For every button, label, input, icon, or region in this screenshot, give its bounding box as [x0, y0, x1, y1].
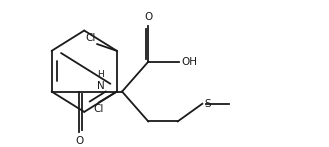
Text: H: H — [97, 70, 104, 79]
Text: O: O — [144, 12, 152, 22]
Text: OH: OH — [181, 57, 197, 67]
Text: Cl: Cl — [85, 33, 95, 43]
Text: N: N — [97, 81, 105, 91]
Text: S: S — [204, 99, 211, 109]
Text: Cl: Cl — [94, 104, 104, 114]
Text: O: O — [75, 136, 84, 146]
